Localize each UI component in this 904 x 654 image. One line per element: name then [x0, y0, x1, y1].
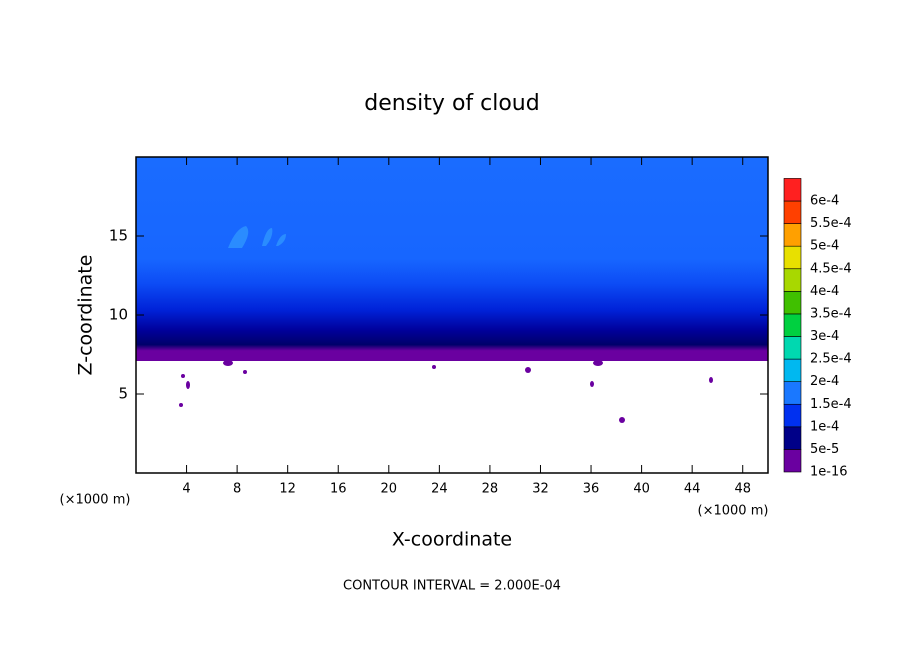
- field-blobs: [179, 360, 713, 423]
- x-tick-label: 16: [330, 482, 347, 497]
- footer: CONTOUR INTERVAL = 2.000E-04: [343, 579, 561, 594]
- x-tick-label: 32: [532, 482, 549, 497]
- x-tick-label: 12: [279, 482, 296, 497]
- x-tick-label: 40: [633, 482, 650, 497]
- x-tick-label: 48: [734, 482, 751, 497]
- x-axis-label: X-coordinate: [392, 529, 512, 551]
- colorbar-label: 1e-16: [810, 465, 848, 480]
- colorbar-box: [783, 313, 802, 337]
- x-unit-label: (×1000 m): [698, 504, 769, 519]
- contour-field: [136, 157, 768, 423]
- chart-title: density of cloud: [364, 91, 539, 116]
- colorbar-label: 6e-4: [810, 194, 839, 209]
- y-tick-label: 15: [109, 227, 128, 245]
- colorbar-label: 3.5e-4: [810, 306, 852, 321]
- colorbar-label: 5e-5: [810, 442, 839, 457]
- x-tick-label: 44: [684, 482, 701, 497]
- x-unit-label: (×1000 m): [60, 493, 131, 508]
- colorbar-box: [783, 200, 802, 224]
- x-tick-label: 8: [233, 482, 241, 497]
- colorbar-label: 3e-4: [810, 329, 839, 344]
- x-tick-label: 20: [381, 482, 398, 497]
- y-tick-label: 10: [109, 306, 128, 324]
- colorbar-label: 5.5e-4: [810, 216, 852, 231]
- colorbar-label: 4.5e-4: [810, 261, 852, 276]
- colorbar-box: [783, 403, 802, 428]
- colorbar-box: [783, 223, 802, 247]
- colorbar-box: [783, 336, 802, 360]
- y-tick-label: 5: [118, 385, 128, 403]
- colorbar-box: [783, 358, 802, 382]
- colorbar-box: [783, 291, 802, 315]
- field-area: [136, 157, 768, 361]
- x-tick-label: 24: [431, 482, 448, 497]
- colorbar-box: [783, 449, 802, 473]
- colorbar-box: [783, 245, 802, 270]
- field-patch: [228, 226, 286, 248]
- x-tick-label: 36: [583, 482, 600, 497]
- colorbar-label: 5e-4: [810, 239, 839, 254]
- x-tick-label: 28: [482, 482, 499, 497]
- colorbar-label: 1.5e-4: [810, 397, 852, 412]
- colorbar-label: 2e-4: [810, 374, 839, 389]
- x-tick-label: 4: [182, 482, 190, 497]
- colorbar-box: [783, 426, 802, 450]
- colorbar-box: [783, 268, 802, 292]
- colorbar-label: 2.5e-4: [810, 352, 852, 367]
- y-axis-label: Z-coordinate: [75, 255, 97, 376]
- colorbar-label: 1e-4: [810, 419, 839, 434]
- colorbar-label: 4e-4: [810, 284, 839, 299]
- colorbar-box: [783, 381, 802, 405]
- colorbar-box: [783, 178, 802, 202]
